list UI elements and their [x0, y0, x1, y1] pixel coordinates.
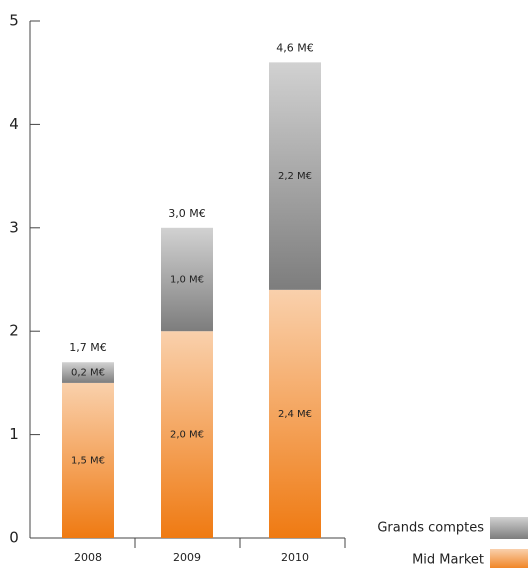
y-tick-label: 5	[9, 12, 19, 30]
x-tick-label: 2009	[173, 551, 201, 564]
value-label: 0,2 M€	[71, 368, 105, 379]
y-tick-label: 1	[9, 425, 19, 443]
bar-segment	[161, 227, 213, 332]
bar-segment	[269, 62, 321, 290]
bar-segment	[269, 289, 321, 538]
y-tick-label: 4	[9, 115, 19, 133]
legend-swatch	[490, 549, 528, 568]
x-tick-label: 2008	[74, 551, 102, 564]
value-label: 2,2 M€	[278, 171, 312, 182]
value-label: 2,0 M€	[170, 430, 204, 441]
value-label: 2,4 M€	[278, 409, 312, 420]
y-tick-label: 2	[9, 322, 19, 340]
bar-segment	[62, 362, 114, 383]
bar-segment	[62, 382, 114, 538]
legend-label: Mid Market	[412, 553, 484, 568]
bar-segment	[161, 331, 213, 538]
x-tick-label: 2010	[281, 551, 309, 564]
total-label: 3,0 M€	[168, 207, 205, 220]
value-label: 1,0 M€	[170, 275, 204, 286]
value-label: 1,5 M€	[71, 455, 105, 466]
total-label: 4,6 M€	[276, 41, 313, 54]
y-tick-label: 0	[9, 529, 19, 547]
total-label: 1,7 M€	[69, 341, 106, 354]
legend-label: Grands comptes	[377, 521, 484, 536]
y-tick-label: 3	[9, 218, 19, 236]
legend-swatch	[490, 517, 528, 539]
